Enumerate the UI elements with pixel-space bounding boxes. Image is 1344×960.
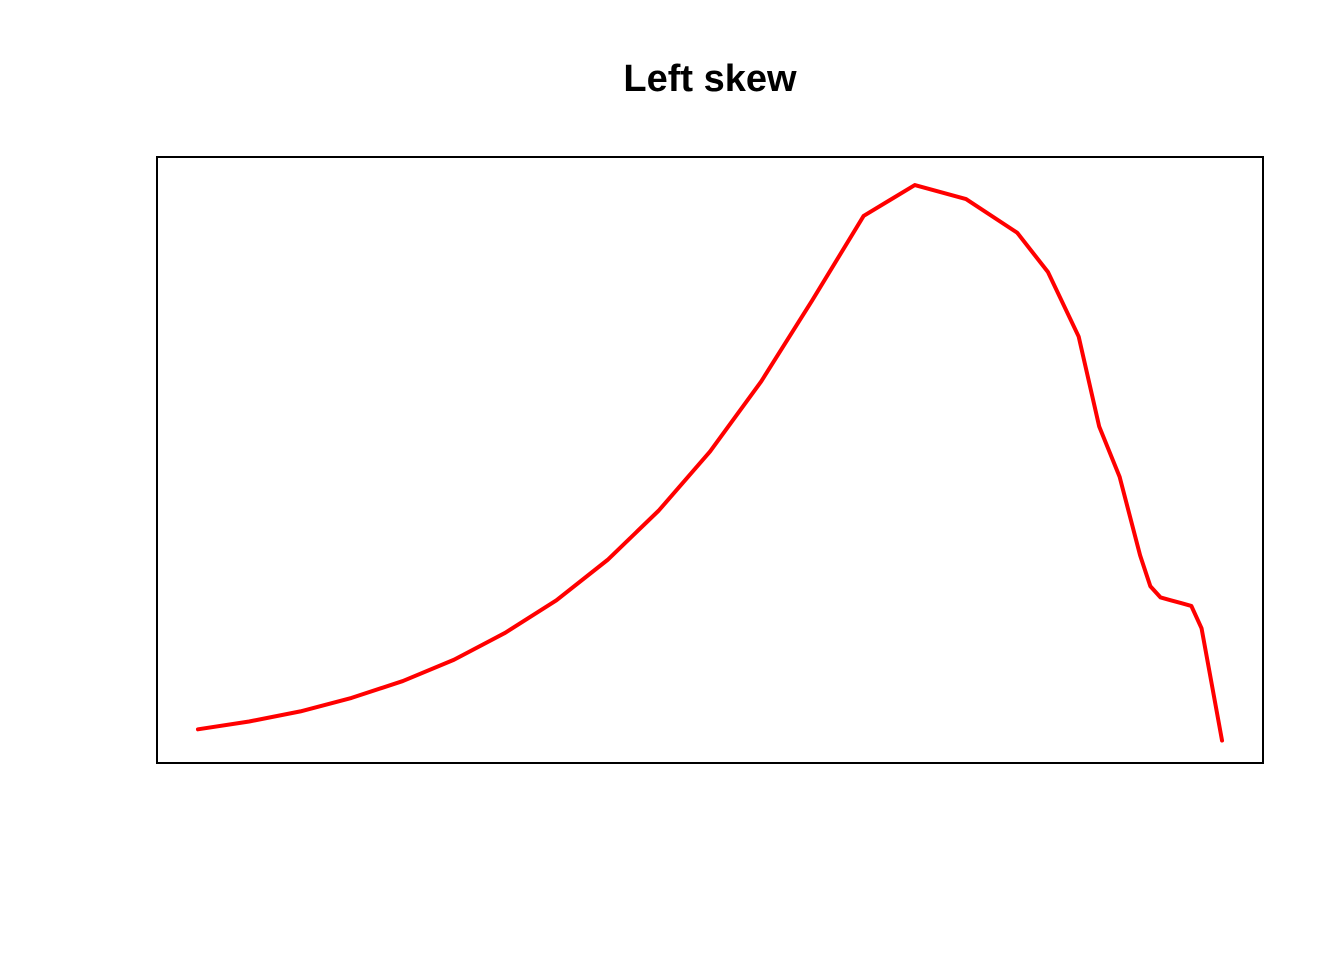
plot-frame	[156, 156, 1264, 764]
series-line-0	[195, 183, 1225, 743]
series-layer	[195, 183, 1225, 743]
chart-title: Left skew	[623, 58, 797, 100]
